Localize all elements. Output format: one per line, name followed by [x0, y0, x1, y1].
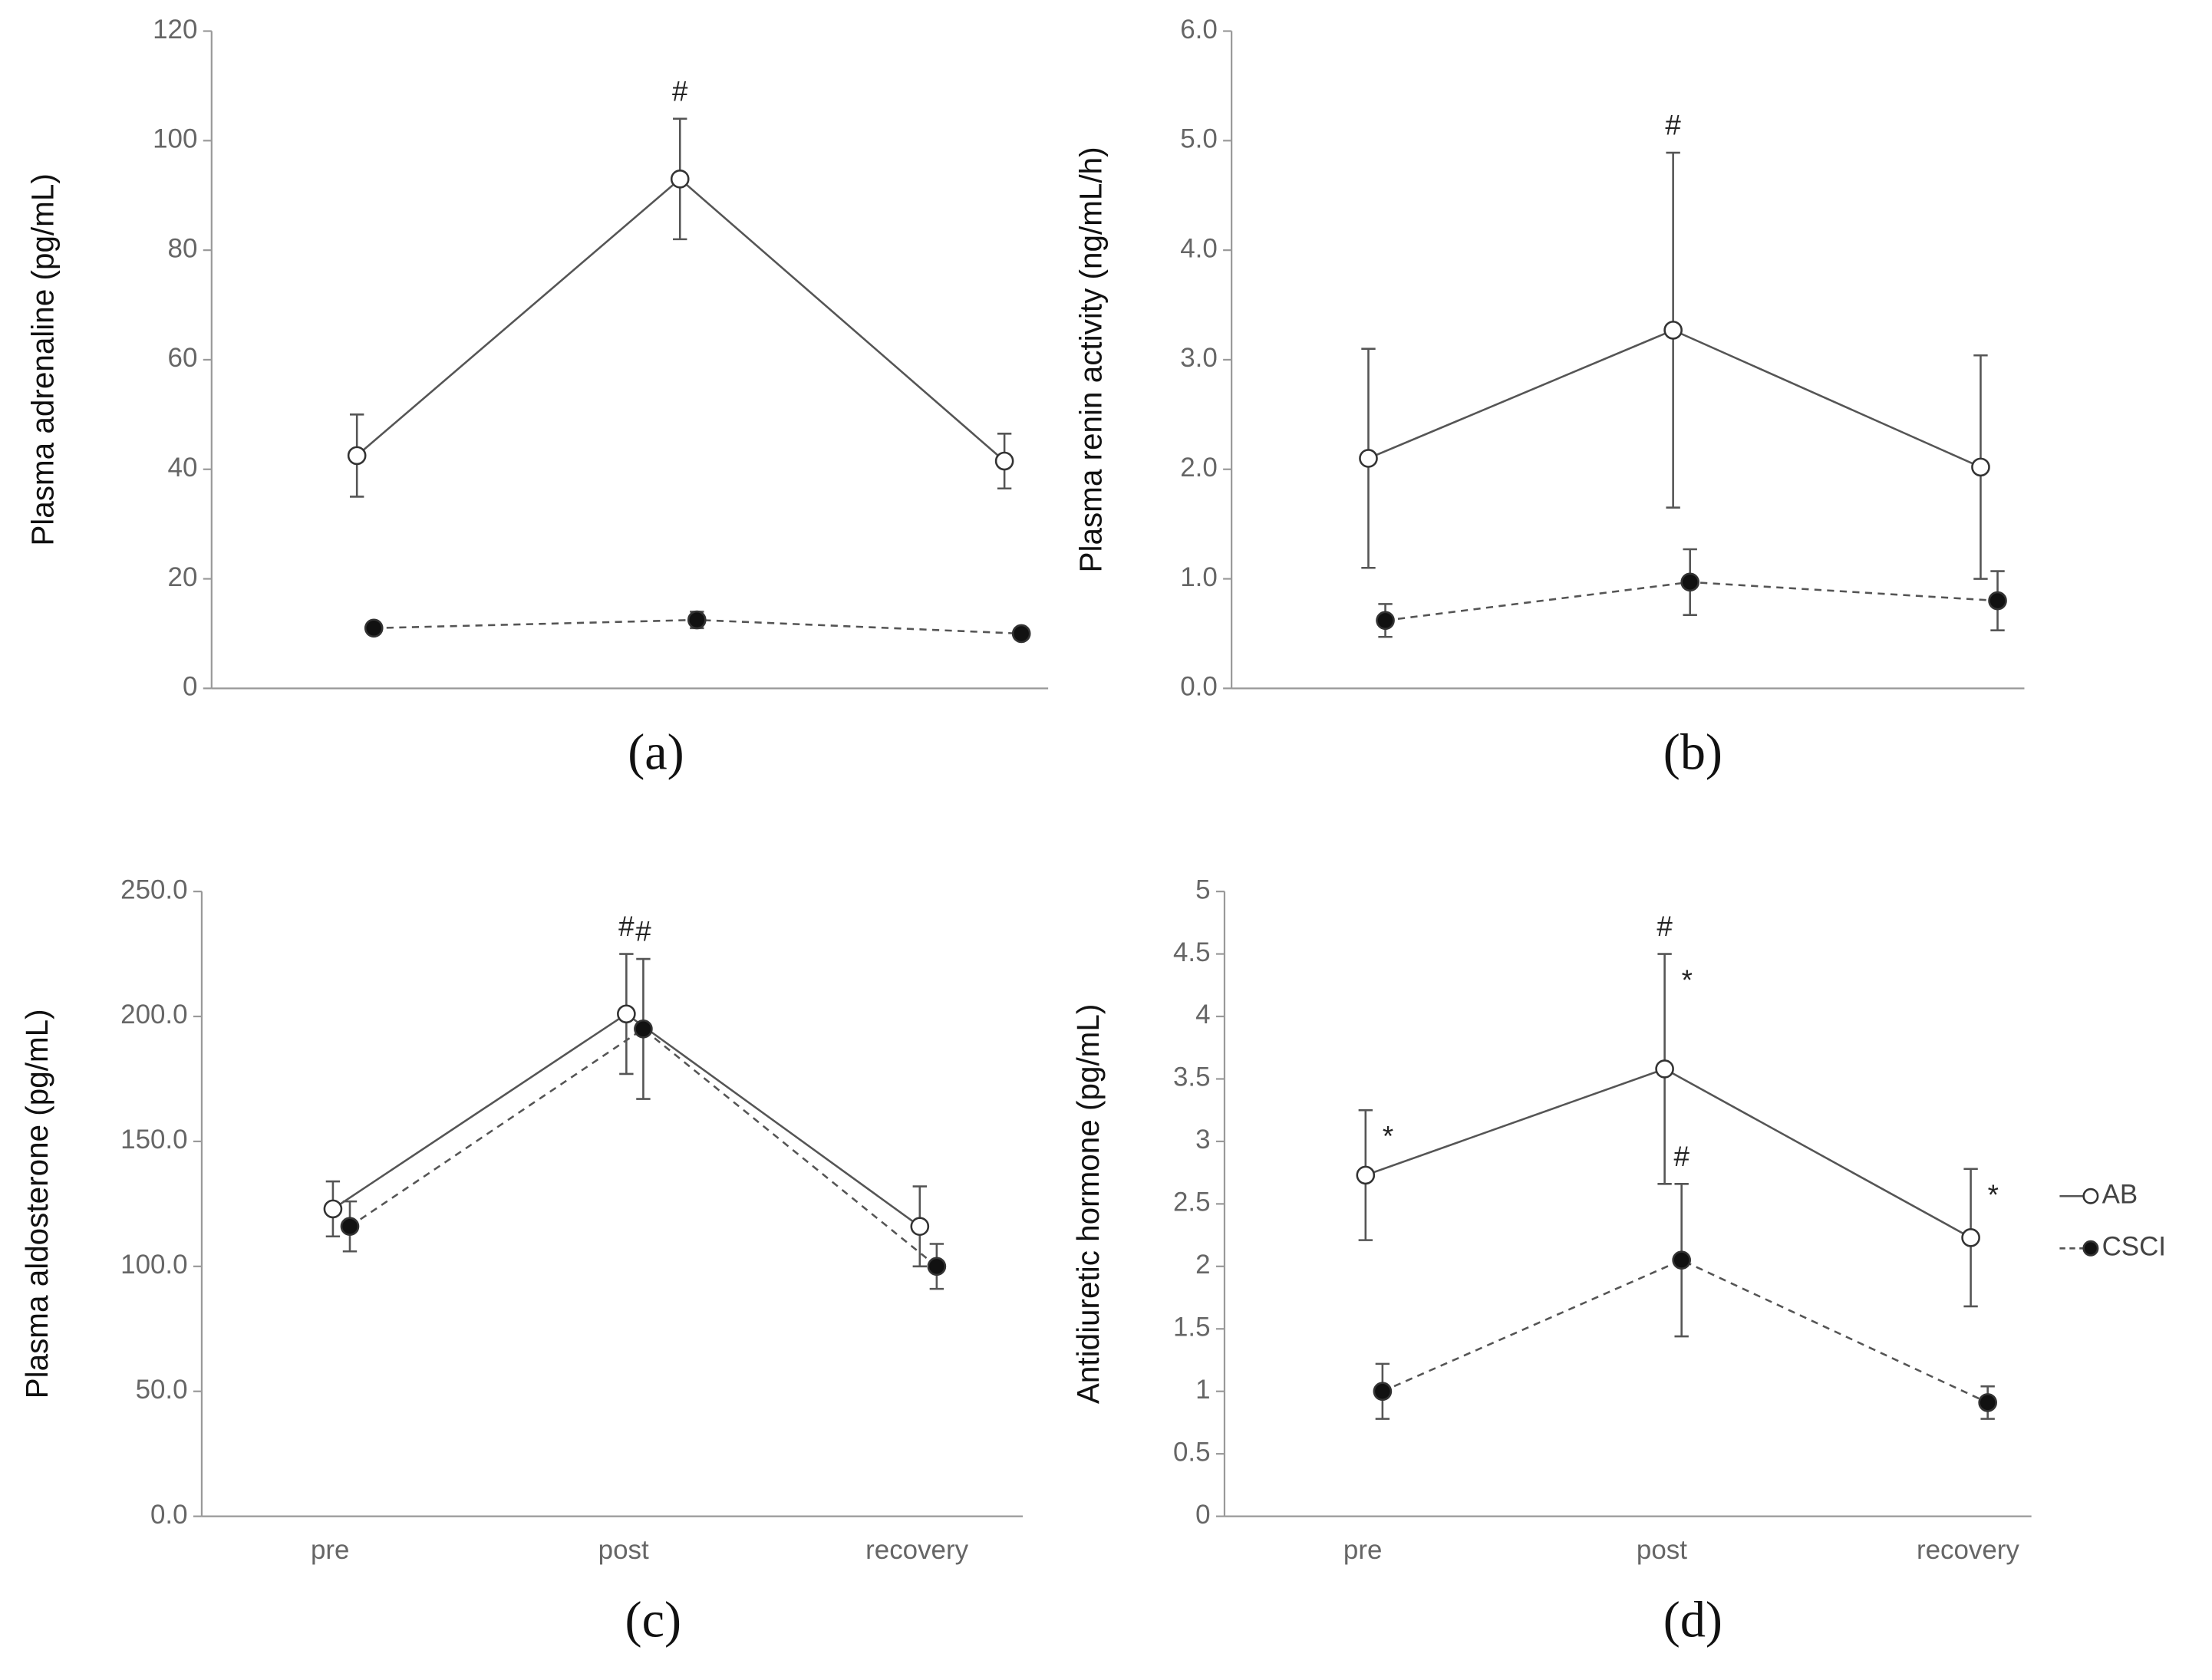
series-line: [1367, 328, 1981, 469]
data-point: [1011, 624, 1031, 644]
y-tick-label: 0.0: [150, 1500, 188, 1530]
x-tick-label: recovery: [1917, 1535, 2019, 1565]
legend-marker: [2082, 1240, 2099, 1257]
data-point: [1680, 572, 1700, 592]
data-point: [364, 618, 384, 638]
data-point: [1978, 1393, 1997, 1412]
data-point: [617, 1004, 636, 1024]
legend-marker: [2082, 1188, 2099, 1204]
y-axis-label: Plasma renin activity (ng/mL/h): [1073, 147, 1109, 572]
series-line: [349, 1027, 938, 1267]
y-tick-label: 4: [1195, 1000, 1210, 1029]
data-point: [1376, 611, 1395, 631]
annotation: *: [1383, 1121, 1393, 1152]
y-tick-label: 3.5: [1173, 1062, 1211, 1092]
panel: 0.0 1.0 2.0 3.0 4.0 5.0 6.0 Plasma renin activi…: [1073, 15, 2025, 781]
data-point: [1655, 1059, 1674, 1079]
y-tick-label: 40: [168, 453, 198, 483]
y-tick-label: 120: [153, 15, 197, 44]
data-point: [670, 169, 690, 189]
y-tick-label: 200.0: [120, 1000, 187, 1029]
annotation: #: [1657, 911, 1673, 942]
y-tick-label: 2.5: [1173, 1188, 1211, 1217]
y-tick-label: 100: [153, 124, 197, 154]
data-point: [1988, 591, 2007, 611]
y-tick-label: 4.5: [1173, 937, 1211, 967]
y-tick-label: 1.5: [1173, 1313, 1211, 1342]
annotation: #: [672, 75, 688, 107]
y-tick-label: 100.0: [120, 1250, 187, 1280]
x-tick-label: post: [598, 1535, 649, 1565]
y-axis-label: Plasma aldosterone (pg/mL): [19, 1009, 54, 1398]
data-point: [1359, 449, 1378, 468]
y-tick-label: 0.0: [1180, 672, 1218, 702]
data-point: [927, 1257, 947, 1276]
caption: (c): [625, 1592, 681, 1648]
x-tick-label: pre: [1343, 1535, 1382, 1565]
caption: (b): [1663, 725, 1722, 781]
legend-label: AB: [2102, 1179, 2138, 1209]
y-tick-label: 60: [168, 343, 198, 373]
y-tick-label: 1.0: [1180, 562, 1218, 592]
annotation: #: [618, 911, 635, 942]
panel: 0.0 50.0 100.0 150.0 200.0 250.0 pre post recove…: [19, 875, 1024, 1648]
y-tick-label: 0.5: [1173, 1437, 1211, 1467]
y-tick-label: 2.0: [1180, 453, 1218, 483]
panel: 0 0.5 1 1.5 2 2.5 3 3.5 4 4.5 5 pre post recovery Anti…: [1070, 875, 2166, 1648]
y-tick-label: 6.0: [1180, 15, 1218, 44]
y-tick-label: 0: [1195, 1500, 1210, 1530]
y-tick-label: 1: [1195, 1375, 1210, 1405]
series-line: [1365, 1068, 1972, 1239]
data-point: [687, 610, 707, 630]
y-axis-label: Antidiuretic hormone (pg/mL): [1070, 1004, 1106, 1404]
y-tick-label: 4.0: [1180, 233, 1218, 263]
y-tick-label: 2: [1195, 1250, 1210, 1280]
data-point: [634, 1019, 653, 1039]
annotation: #: [635, 916, 651, 947]
data-point: [994, 451, 1014, 471]
data-point: [1356, 1165, 1376, 1185]
series-line: [1382, 1259, 1989, 1404]
y-tick-label: 5: [1195, 875, 1210, 904]
legend-label: CSCI: [2102, 1232, 2166, 1262]
data-point: [340, 1217, 360, 1237]
annotation: *: [1988, 1179, 1999, 1211]
y-tick-label: 250.0: [120, 875, 187, 904]
caption: (d): [1663, 1592, 1722, 1648]
y-tick-label: 80: [168, 233, 198, 263]
data-point: [1961, 1228, 1980, 1247]
x-tick-label: pre: [311, 1535, 349, 1565]
annotation: *: [1682, 964, 1693, 996]
data-point: [1971, 457, 1990, 477]
panel: 0 20 40 60 80 100 120 Plasma adrenaline (pg/mL)…: [25, 15, 1049, 781]
y-tick-label: 5.0: [1180, 124, 1218, 154]
x-tick-label: recovery: [865, 1535, 968, 1565]
x-tick-label: post: [1637, 1535, 1687, 1565]
data-point: [1663, 321, 1683, 340]
data-point: [1373, 1382, 1393, 1402]
caption: (a): [628, 725, 684, 781]
data-point: [910, 1217, 930, 1237]
y-tick-label: 50.0: [136, 1375, 188, 1405]
y-axis-label: Plasma adrenaline (pg/mL): [25, 173, 61, 546]
y-tick-label: 20: [168, 562, 198, 592]
annotation: #: [1673, 1141, 1689, 1172]
y-tick-label: 3: [1195, 1125, 1210, 1155]
y-tick-label: 150.0: [120, 1125, 187, 1155]
data-point: [323, 1199, 343, 1219]
data-point: [347, 446, 367, 466]
y-tick-label: 3.0: [1180, 343, 1218, 373]
data-point: [1672, 1250, 1691, 1270]
y-tick-label: 0: [183, 672, 197, 702]
annotation: #: [1665, 110, 1681, 141]
